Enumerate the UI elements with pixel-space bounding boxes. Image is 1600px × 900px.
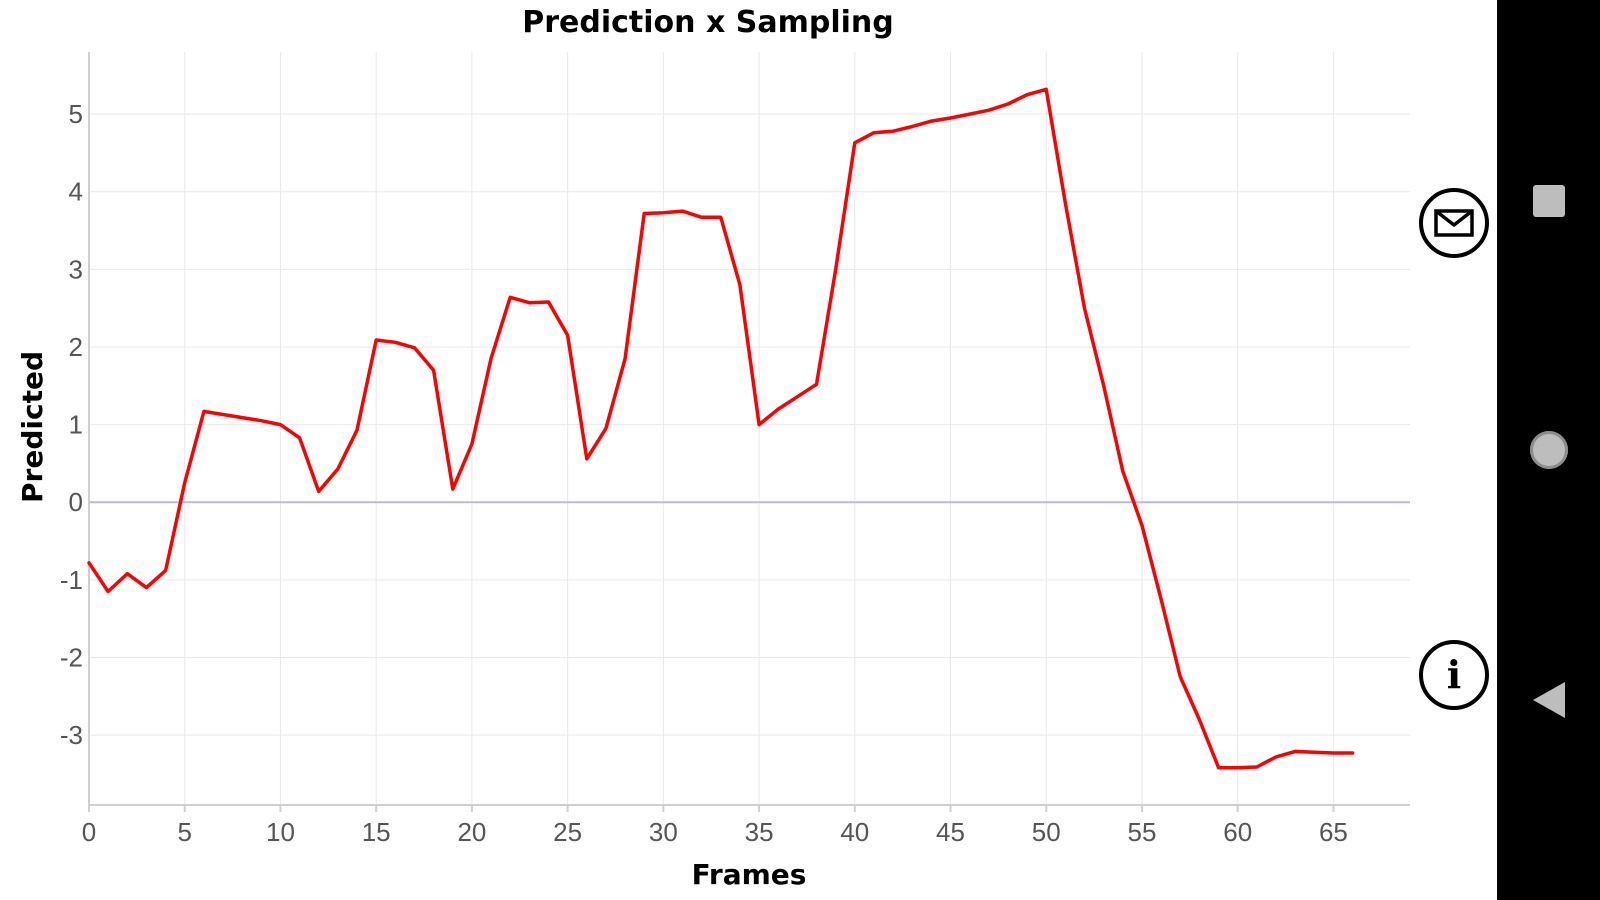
y-tick-label: 0 — [69, 487, 83, 517]
y-axis-title: Predicted — [16, 351, 49, 503]
y-tick-label: 1 — [69, 410, 83, 440]
system-navigation-bar — [1497, 0, 1600, 900]
back-button[interactable] — [1497, 655, 1600, 745]
envelope-icon — [1434, 209, 1474, 237]
chart-axes — [88, 52, 1410, 812]
x-tick-label: 5 — [177, 817, 191, 847]
x-tick-label: 30 — [649, 817, 678, 847]
x-tick-label: 50 — [1032, 817, 1061, 847]
y-tick-label: -1 — [60, 565, 83, 595]
info-button[interactable]: i — [1419, 640, 1489, 710]
home-button[interactable] — [1497, 405, 1600, 495]
x-tick-label: 35 — [745, 817, 774, 847]
x-tick-label: 0 — [82, 817, 96, 847]
y-tick-label: -2 — [60, 643, 83, 673]
chart-grid — [88, 52, 1410, 805]
info-icon: i — [1446, 652, 1462, 697]
x-tick-label: 65 — [1319, 817, 1348, 847]
x-tick-label: 40 — [840, 817, 869, 847]
triangle-back-icon — [1532, 682, 1565, 718]
chart-title: Prediction x Sampling — [522, 5, 893, 40]
x-axis-title: Frames — [692, 858, 807, 891]
y-tick-label: 5 — [69, 99, 83, 129]
y-tick-label: 4 — [69, 177, 83, 207]
email-button[interactable] — [1419, 188, 1489, 258]
y-tick-label: -3 — [60, 720, 83, 750]
chart-series — [87, 87, 1355, 770]
x-tick-label: 60 — [1223, 817, 1252, 847]
recents-button[interactable] — [1497, 156, 1600, 246]
square-icon — [1532, 185, 1565, 217]
x-tick-label: 20 — [457, 817, 486, 847]
x-tick-label: 45 — [936, 817, 965, 847]
y-tick-label: 3 — [69, 254, 83, 284]
y-tick-label: 2 — [69, 332, 83, 362]
x-tick-label: 10 — [266, 817, 295, 847]
x-tick-label: 15 — [362, 817, 391, 847]
series-line — [87, 87, 1355, 770]
circle-icon — [1529, 431, 1568, 469]
x-tick-label: 55 — [1128, 817, 1157, 847]
x-tick-label: 25 — [553, 817, 582, 847]
